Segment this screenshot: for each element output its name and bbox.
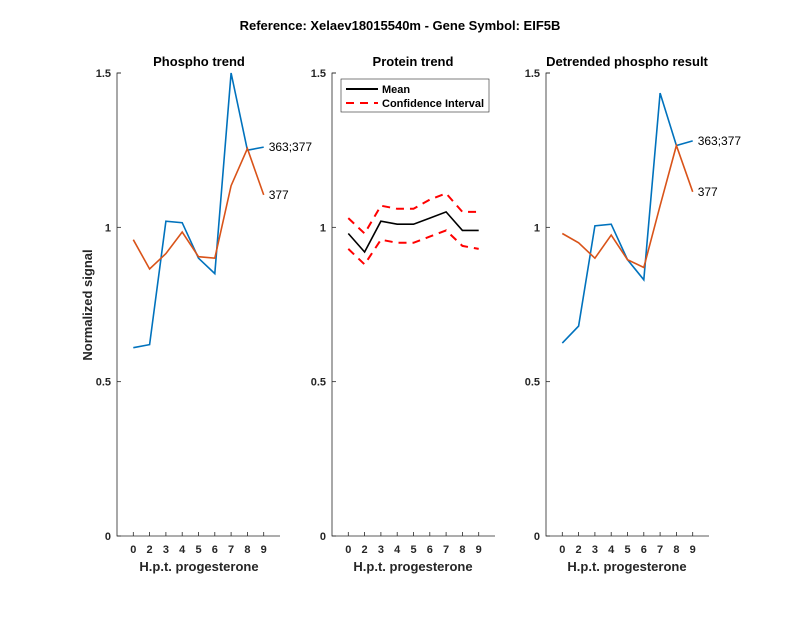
legend-box bbox=[340, 78, 490, 113]
y-tick-label: 1.5 bbox=[525, 68, 540, 80]
x-axis-label: H.p.t. progesterone bbox=[353, 559, 472, 574]
x-tick-label: 4 bbox=[394, 544, 401, 556]
x-tick-label: 4 bbox=[179, 544, 186, 556]
x-tick-label: 6 bbox=[427, 544, 433, 556]
x-tick-label: 6 bbox=[641, 544, 647, 556]
series-line-363-377 bbox=[561, 92, 693, 344]
y-axis-label: Normalized signal bbox=[80, 249, 95, 360]
subplot-title: Phospho trend bbox=[153, 54, 245, 69]
x-tick-label: 8 bbox=[459, 544, 465, 556]
axes-lines bbox=[331, 72, 495, 537]
x-tick-label: 5 bbox=[410, 544, 416, 556]
x-tick-label: 6 bbox=[212, 544, 218, 556]
x-tick-label: 3 bbox=[163, 544, 169, 556]
x-tick-label: 0 bbox=[130, 544, 136, 556]
series-end-label: 377 bbox=[269, 188, 289, 202]
y-tick-label: 1 bbox=[534, 222, 540, 234]
plot-lines: 363;377 377 bbox=[132, 72, 313, 349]
plot-lines: 363;377 377 bbox=[561, 92, 742, 344]
series-end-label: 377 bbox=[698, 185, 718, 199]
series-line-377 bbox=[561, 142, 694, 269]
legend-entry-ci: Confidence Interval bbox=[382, 98, 484, 110]
x-tick-label: 0 bbox=[345, 544, 351, 556]
x-axis-label: H.p.t. progesterone bbox=[567, 559, 686, 574]
legend-entry-mean: Mean bbox=[382, 84, 410, 96]
x-tick-label: 3 bbox=[378, 544, 384, 556]
x-tick-label: 4 bbox=[608, 544, 615, 556]
series-line-confidence-interval-lower bbox=[347, 229, 479, 266]
subplot-title: Detrended phospho result bbox=[546, 54, 708, 69]
y-tick-label: 1.5 bbox=[311, 68, 326, 80]
x-tick-label: 9 bbox=[261, 544, 267, 556]
series-line-363-377 bbox=[133, 72, 264, 349]
y-tick-label: 0.5 bbox=[525, 377, 540, 389]
axes-lines bbox=[116, 72, 280, 537]
y-ticks: 0 0.5 1 1.5 bbox=[311, 68, 336, 543]
x-tick-label: 2 bbox=[147, 544, 153, 556]
x-tick-label: 8 bbox=[244, 544, 250, 556]
x-tick-label: 7 bbox=[443, 544, 449, 556]
y-ticks: 0 0.5 1 1.5 bbox=[96, 68, 121, 543]
x-tick-label: 7 bbox=[228, 544, 234, 556]
y-tick-label: 1 bbox=[105, 222, 111, 234]
series-line-377 bbox=[132, 146, 265, 271]
series-end-label: 363;377 bbox=[698, 134, 742, 148]
x-tick-label: 0 bbox=[559, 544, 565, 556]
legend: Mean Confidence Interval bbox=[340, 78, 490, 113]
x-axis-label: H.p.t. progesterone bbox=[139, 559, 258, 574]
x-tick-label: 2 bbox=[576, 544, 582, 556]
plot-lines bbox=[347, 192, 479, 266]
y-tick-label: 0 bbox=[320, 531, 326, 543]
x-tick-label: 3 bbox=[592, 544, 598, 556]
x-tick-label: 8 bbox=[673, 544, 679, 556]
x-tick-label: 5 bbox=[195, 544, 201, 556]
y-tick-label: 0 bbox=[534, 531, 540, 543]
figure-suptitle: Reference: Xelaev18015540m - Gene Symbol… bbox=[240, 18, 561, 33]
y-tick-label: 1 bbox=[320, 222, 326, 234]
subplot-title: Protein trend bbox=[373, 54, 454, 69]
series-end-label: 363;377 bbox=[269, 140, 313, 154]
x-tick-label: 2 bbox=[362, 544, 368, 556]
x-tick-label: 9 bbox=[476, 544, 482, 556]
y-tick-label: 0.5 bbox=[311, 377, 326, 389]
y-tick-label: 1.5 bbox=[96, 68, 111, 80]
series-line-mean bbox=[347, 210, 479, 254]
series-line-confidence-interval bbox=[347, 192, 479, 236]
x-tick-label: 7 bbox=[657, 544, 663, 556]
x-tick-label: 5 bbox=[624, 544, 630, 556]
x-tick-label: 9 bbox=[690, 544, 696, 556]
y-ticks: 0 0.5 1 1.5 bbox=[525, 68, 550, 543]
y-tick-label: 0 bbox=[105, 531, 111, 543]
y-tick-label: 0.5 bbox=[96, 377, 111, 389]
